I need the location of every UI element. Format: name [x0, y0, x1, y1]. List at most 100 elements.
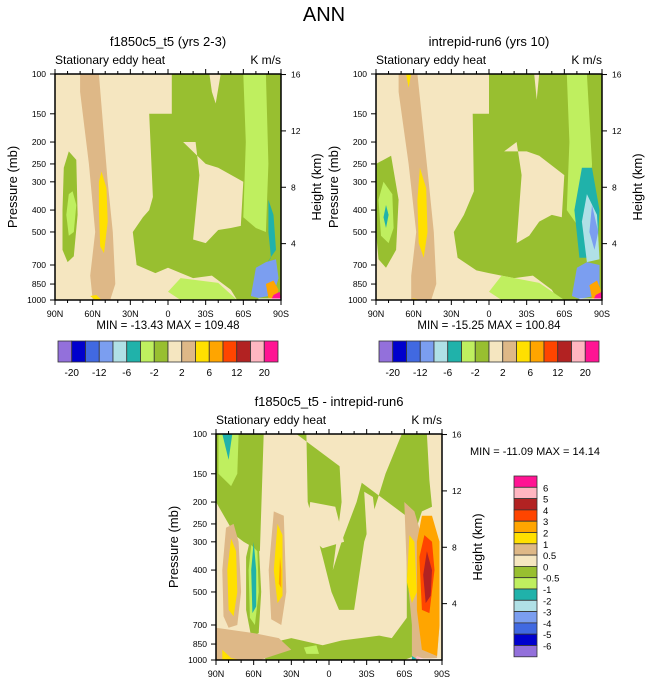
- colorbar-label: -20: [65, 368, 80, 379]
- contour-region: [209, 74, 221, 104]
- y-tick-label: 500: [193, 587, 207, 597]
- y2-axis-label: Height (km): [470, 513, 485, 580]
- colorbar-box: [126, 340, 141, 363]
- contour-region: [406, 74, 412, 88]
- x-tick-label: 60N: [405, 309, 422, 319]
- panel3-contour-field: [216, 434, 442, 660]
- y-tick-label: 200: [32, 137, 46, 147]
- contour-region: [222, 434, 233, 460]
- y-tick-label: 400: [353, 205, 367, 215]
- colorbar-label: 1: [543, 540, 548, 551]
- colorbar-box: [513, 532, 538, 545]
- figure-title: ANN: [302, 4, 346, 26]
- panel2-contour-field: [376, 74, 602, 300]
- y2-tick-label: 12: [291, 126, 301, 136]
- y-tick-label: 1000: [348, 295, 367, 305]
- panel3-stats: MIN = -11.09 MAX = 14.14: [470, 446, 601, 458]
- y2-tick-label: 8: [452, 542, 457, 552]
- colorbar-box: [419, 340, 435, 363]
- colorbar-label: -20: [386, 368, 401, 379]
- x-tick-label: 90S: [434, 669, 450, 679]
- x-tick-label: 0: [326, 669, 331, 679]
- panel2-stats: MIN = -15.25 MAX = 100.84: [417, 320, 561, 332]
- y-tick-label: 1000: [188, 655, 207, 665]
- colorbar-box: [98, 340, 114, 363]
- colorbar-box: [513, 498, 538, 511]
- contour-region: [593, 291, 602, 300]
- y2-tick-label: 12: [612, 126, 622, 136]
- colorbar-box: [488, 340, 504, 363]
- contour-region: [222, 649, 242, 660]
- contour-region: [80, 74, 116, 300]
- panel2-right-string: K m/s: [571, 53, 602, 67]
- contour-region: [271, 291, 281, 300]
- colorbar-box: [513, 543, 538, 556]
- colorbar-box: [85, 340, 100, 363]
- colorbar-label: -6: [443, 368, 452, 379]
- panel2-plot: 90N 60N 30N 0 30S 60S 90S 100 150 200 250 300 400 500…: [326, 69, 645, 319]
- colorbar-box: [378, 340, 394, 363]
- panel3-left-string: Stationary eddy heat: [216, 413, 327, 427]
- contour-region: [504, 142, 565, 244]
- panel2-left-string: Stationary eddy heat: [376, 53, 487, 67]
- colorbar-box: [263, 340, 279, 363]
- x-tick-label: 0: [165, 309, 170, 319]
- y-tick-label: 250: [353, 159, 367, 169]
- colorbar-box: [513, 509, 538, 522]
- contour-region: [263, 199, 276, 268]
- colorbar-label: -2: [543, 596, 551, 607]
- panel1-left-string: Stationary eddy heat: [55, 53, 166, 67]
- colorbar-box: [513, 520, 538, 533]
- x-tick-label: 60N: [245, 669, 262, 679]
- y-tick-label: 100: [353, 69, 367, 79]
- x-tick-label: 30S: [198, 309, 214, 319]
- y-tick-label: 700: [32, 260, 46, 270]
- contour-region: [406, 535, 417, 604]
- colorbar-box: [513, 588, 538, 601]
- colorbar-box: [392, 340, 407, 363]
- colorbar-box: [557, 340, 572, 363]
- x-tick-label: 90S: [273, 309, 289, 319]
- y-tick-label: 150: [32, 109, 46, 119]
- contour-region: [417, 167, 428, 258]
- colorbar-box: [208, 340, 224, 363]
- y2-tick-label: 8: [612, 182, 617, 192]
- x-tick-label: 60S: [556, 309, 572, 319]
- y-tick-label: 300: [193, 537, 207, 547]
- colorbar-box: [516, 340, 531, 363]
- panel3-right-string: K m/s: [411, 413, 442, 427]
- colorbar-box: [112, 340, 128, 363]
- panel1-plot: 90N 60N 30N 0 30S 60S 90S 100 150 200 250 300 400 500…: [5, 69, 324, 319]
- y2-tick-label: 4: [452, 599, 457, 609]
- x-tick-label: 60S: [396, 669, 412, 679]
- y-tick-label: 500: [353, 227, 367, 237]
- colorbar-box: [529, 340, 545, 363]
- contour-region: [66, 191, 77, 236]
- x-tick-label: 30N: [283, 669, 300, 679]
- colorbar-label: -2: [150, 368, 159, 379]
- y2-tick-label: 8: [291, 182, 296, 192]
- colorbar-box: [513, 554, 538, 567]
- colorbar-box: [236, 340, 251, 363]
- panel1-title: f1850c5_t5 (yrs 2-3): [109, 34, 227, 49]
- colorbar-box: [474, 340, 490, 363]
- y-tick-label: 850: [193, 639, 207, 649]
- colorbar-box: [584, 340, 600, 363]
- colorbar-box: [447, 340, 462, 363]
- contour-region: [216, 627, 292, 660]
- colorbar-box: [167, 340, 183, 363]
- y2-tick-label: 4: [291, 239, 296, 249]
- colorbar-box: [571, 340, 586, 363]
- contour-region: [278, 557, 282, 588]
- y2-tick-label: 4: [612, 239, 617, 249]
- colorbar-label: -3: [543, 608, 551, 619]
- panel1-colorbar: -20 -12 -6 -2 2 6 12 20: [57, 340, 279, 379]
- colorbar-label: 2: [500, 368, 506, 379]
- x-tick-label: 90S: [594, 309, 610, 319]
- y-tick-label: 100: [193, 429, 207, 439]
- colorbar-label: -12: [92, 368, 107, 379]
- contour-region: [303, 645, 319, 654]
- y-tick-label: 850: [32, 279, 46, 289]
- y-tick-label: 200: [193, 497, 207, 507]
